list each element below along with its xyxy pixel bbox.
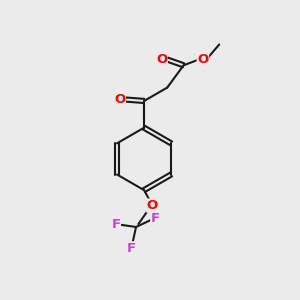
- Text: O: O: [147, 199, 158, 212]
- Text: F: F: [151, 212, 160, 225]
- Text: O: O: [114, 93, 125, 106]
- Text: O: O: [197, 53, 208, 66]
- Text: F: F: [111, 218, 120, 230]
- Text: F: F: [127, 242, 136, 255]
- Text: O: O: [156, 53, 167, 66]
